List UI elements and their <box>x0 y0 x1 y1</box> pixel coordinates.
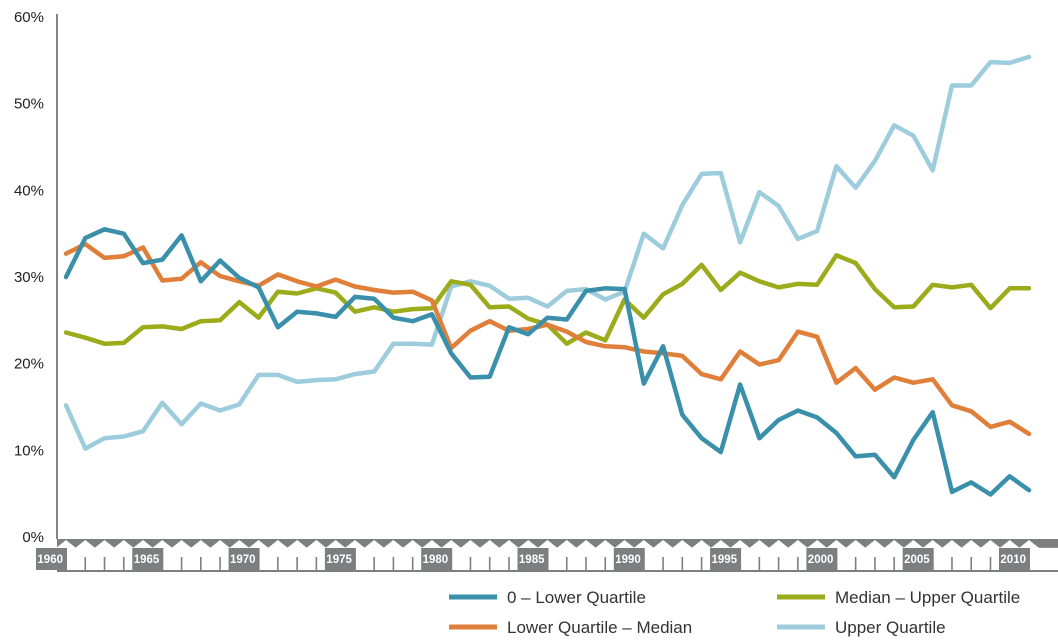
legend-item: 0 – Lower Quartile <box>449 588 646 607</box>
legend: 0 – Lower Quartile Lower Quartile – Media… <box>449 588 1020 637</box>
x-axis-tab <box>768 540 789 548</box>
y-tick-label: 10% <box>14 442 44 459</box>
x-axis-tab <box>325 540 346 548</box>
x-axis-tab <box>518 540 539 548</box>
legend-label: Lower Quartile – Median <box>507 618 692 637</box>
x-axis-tab <box>999 540 1020 548</box>
plot-lines <box>63 54 1032 497</box>
legend-label: Median – Upper Quartile <box>835 588 1020 607</box>
y-tick-label: 40% <box>14 182 44 199</box>
legend-item: Median – Upper Quartile <box>777 588 1020 607</box>
x-axis-tab <box>749 540 770 548</box>
legend-item: Upper Quartile <box>777 618 946 637</box>
x-axis-tab <box>421 540 442 548</box>
x-tick-label: 1995 <box>712 554 738 566</box>
x-axis-tab <box>691 540 712 548</box>
x-axis-tab <box>710 540 731 548</box>
x-axis-tab <box>1019 540 1039 548</box>
x-axis-tab <box>922 540 943 548</box>
x-axis-tab <box>344 540 365 548</box>
x-axis-tab <box>248 540 269 548</box>
x-tick-label: 2000 <box>808 554 834 566</box>
x-axis-tab <box>113 540 134 548</box>
x-axis-tab <box>479 540 500 548</box>
x-tick-label: 1985 <box>519 554 545 566</box>
x-axis-tab <box>961 540 982 548</box>
x-axis-tab <box>556 540 577 548</box>
x-axis-tab <box>152 540 173 548</box>
legend-label: Upper Quartile <box>835 618 946 637</box>
x-axis-tab <box>229 540 250 548</box>
x-axis-tab <box>287 540 308 548</box>
x-axis-tab <box>633 540 654 548</box>
x-axis-tab <box>864 540 885 548</box>
x-axis-tab <box>576 540 597 548</box>
x-tick-box <box>132 548 163 570</box>
x-axis-tab <box>537 540 558 548</box>
legend-label: 0 – Lower Quartile <box>507 588 646 607</box>
x-axis-tab <box>903 540 924 548</box>
x-axis-tab <box>441 540 462 548</box>
x-axis-tab <box>807 540 828 548</box>
x-axis: 1960 1965 1970 1975 1980 1985 1990 1995 2000 2005… <box>36 539 1058 572</box>
x-tick-box <box>613 548 644 570</box>
x-axis-tab <box>56 540 76 548</box>
x-tick-label: 1965 <box>134 554 160 566</box>
x-axis-tab <box>787 540 808 548</box>
y-tick-label: 50% <box>14 96 44 113</box>
y-tick-label: 30% <box>14 269 44 286</box>
x-tick-label: 2010 <box>1000 554 1026 566</box>
x-axis-tab <box>826 540 847 548</box>
x-tick-label: 2005 <box>904 554 930 566</box>
y-tick-label: 20% <box>14 356 44 373</box>
x-axis-tab <box>595 540 616 548</box>
x-tick-label: 1980 <box>423 554 449 566</box>
x-tick-box <box>517 548 548 570</box>
x-axis-tab <box>941 540 962 548</box>
x-axis-tab <box>980 540 1001 548</box>
y-tick-label: 0% <box>22 529 44 546</box>
x-tick-box <box>228 548 259 570</box>
x-tick-box <box>421 548 452 570</box>
y-tick-label: 60% <box>14 9 44 26</box>
series-line-upper-quartile <box>63 54 1032 451</box>
x-tick-box <box>999 548 1029 570</box>
x-axis-tab <box>614 540 635 548</box>
x-axis-tab <box>171 540 192 548</box>
x-tick-box <box>36 548 66 570</box>
x-tick-box <box>806 548 837 570</box>
x-axis-tab <box>653 540 674 548</box>
x-tick-box <box>902 548 933 570</box>
x-tick-label: 1990 <box>615 554 641 566</box>
x-axis-tab <box>730 540 751 548</box>
x-axis-tab <box>383 540 404 548</box>
x-tick-label: 1960 <box>37 554 63 566</box>
series-line-0-lower-quartile <box>63 227 1032 497</box>
x-axis-tab <box>460 540 481 548</box>
x-axis-tab <box>402 540 423 548</box>
x-tick-label: 1975 <box>326 554 352 566</box>
x-tick-label: 1970 <box>230 554 256 566</box>
series-line-lower-quartile-median <box>63 241 1032 437</box>
x-axis-tab <box>267 540 288 548</box>
x-axis-tab <box>364 540 385 548</box>
x-tick-box <box>710 548 741 570</box>
x-axis-tab <box>845 540 866 548</box>
y-axis: 0% 10% 20% 30% 40% 50% 60% <box>14 9 58 546</box>
x-axis-tab <box>190 540 211 548</box>
x-axis-tab <box>672 540 693 548</box>
x-axis-tab <box>75 540 96 548</box>
x-axis-tab <box>94 540 115 548</box>
legend-item: Lower Quartile – Median <box>449 618 692 637</box>
x-axis-tab <box>306 540 327 548</box>
x-axis-tab <box>133 540 154 548</box>
x-axis-tab <box>210 540 231 548</box>
x-tick-box <box>324 548 355 570</box>
x-axis-tab <box>884 540 905 548</box>
x-axis-tab <box>498 540 519 548</box>
